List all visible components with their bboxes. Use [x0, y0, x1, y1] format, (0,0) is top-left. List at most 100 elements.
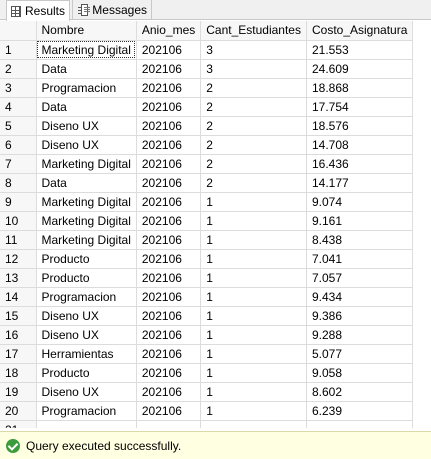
- row-number[interactable]: 10: [0, 211, 37, 231]
- table-row[interactable]: 20 Programacion 202106 1 6.239: [0, 401, 414, 421]
- cell-cant-estudiantes[interactable]: 1: [200, 211, 307, 231]
- cell-costo-asignatura[interactable]: 9.074: [306, 192, 414, 212]
- cell-costo-asignatura[interactable]: 14.177: [306, 173, 414, 193]
- cell-cant-estudiantes[interactable]: 2: [200, 116, 307, 136]
- table-row[interactable]: 18 Producto 202106 1 9.058: [0, 363, 414, 383]
- column-header-anio-mes[interactable]: Anio_mes: [136, 21, 202, 41]
- row-number[interactable]: 7: [0, 154, 37, 174]
- cell-cant-estudiantes[interactable]: 1: [200, 249, 307, 269]
- row-number[interactable]: 1: [0, 40, 37, 60]
- cell-nombre[interactable]: Producto: [36, 268, 137, 288]
- cell-costo-asignatura[interactable]: 9.386: [306, 306, 414, 326]
- cell-cant-estudiantes[interactable]: 2: [200, 154, 307, 174]
- cell-cant-estudiantes[interactable]: 2: [200, 135, 307, 155]
- cell-costo-asignatura[interactable]: 6.239: [306, 401, 414, 421]
- cell-nombre[interactable]: Diseno UX: [36, 382, 137, 402]
- cell-anio-mes[interactable]: 202106: [136, 363, 202, 383]
- cell-costo-asignatura[interactable]: 18.576: [306, 116, 414, 136]
- row-number[interactable]: 8: [0, 173, 37, 193]
- cell-cant-estudiantes[interactable]: 1: [200, 192, 307, 212]
- cell-cant-estudiantes[interactable]: 1: [200, 287, 307, 307]
- cell-cant-estudiantes[interactable]: 1: [200, 401, 307, 421]
- cell-anio-mes[interactable]: 202106: [136, 78, 202, 98]
- row-number-header[interactable]: [0, 21, 37, 41]
- table-row[interactable]: 14 Programacion 202106 1 9.434: [0, 287, 414, 307]
- cell-nombre[interactable]: Marketing Digital: [36, 192, 137, 212]
- table-row[interactable]: 10 Marketing Digital 202106 1 9.161: [0, 211, 414, 231]
- tab-messages[interactable]: Messages: [72, 0, 152, 20]
- table-row[interactable]: 16 Diseno UX 202106 1 9.288: [0, 325, 414, 345]
- cell-anio-mes[interactable]: 202106: [136, 344, 202, 364]
- cell-costo-asignatura[interactable]: 7.057: [306, 268, 414, 288]
- cell-anio-mes[interactable]: 202106: [136, 154, 202, 174]
- cell-anio-mes[interactable]: 202106: [136, 135, 202, 155]
- cell-anio-mes[interactable]: 202106: [136, 306, 202, 326]
- cell-nombre[interactable]: Diseno UX: [36, 116, 137, 136]
- cell-anio-mes[interactable]: 202106: [136, 116, 202, 136]
- cell-nombre[interactable]: Producto: [36, 249, 137, 269]
- row-number[interactable]: 14: [0, 287, 37, 307]
- cell-nombre[interactable]: Marketing Digital: [36, 230, 137, 250]
- cell-cant-estudiantes[interactable]: 1: [200, 325, 307, 345]
- cell-cant-estudiantes[interactable]: 2: [200, 173, 307, 193]
- cell-anio-mes[interactable]: 202106: [136, 249, 202, 269]
- cell-costo-asignatura[interactable]: 9.434: [306, 287, 414, 307]
- row-number[interactable]: 4: [0, 97, 37, 117]
- cell-cant-estudiantes[interactable]: 2: [200, 78, 307, 98]
- row-number[interactable]: 17: [0, 344, 37, 364]
- row-number[interactable]: 12: [0, 249, 37, 269]
- cell-costo-asignatura[interactable]: 9.058: [306, 363, 414, 383]
- cell-cant-estudiantes[interactable]: 1: [200, 230, 307, 250]
- cell-nombre[interactable]: Diseno UX: [36, 306, 137, 326]
- cell-cant-estudiantes[interactable]: [200, 420, 307, 428]
- column-header-costo-asignatura[interactable]: Costo_Asignatura: [306, 21, 414, 41]
- table-row[interactable]: 12 Producto 202106 1 7.041: [0, 249, 414, 269]
- cell-nombre[interactable]: Marketing Digital: [36, 211, 137, 231]
- table-row[interactable]: 6 Diseno UX 202106 2 14.708: [0, 135, 414, 155]
- table-row[interactable]: 4 Data 202106 2 17.754: [0, 97, 414, 117]
- row-number[interactable]: 15: [0, 306, 37, 326]
- cell-costo-asignatura[interactable]: 8.602: [306, 382, 414, 402]
- table-row[interactable]: 1 Marketing Digital 202106 3 21.553: [0, 40, 414, 60]
- cell-anio-mes[interactable]: 202106: [136, 59, 202, 79]
- table-row[interactable]: 5 Diseno UX 202106 2 18.576: [0, 116, 414, 136]
- row-number[interactable]: 20: [0, 401, 37, 421]
- cell-anio-mes[interactable]: 202106: [136, 325, 202, 345]
- cell-costo-asignatura[interactable]: 18.868: [306, 78, 414, 98]
- row-number[interactable]: 9: [0, 192, 37, 212]
- row-number[interactable]: 16: [0, 325, 37, 345]
- cell-nombre[interactable]: Programacion: [36, 401, 137, 421]
- cell-anio-mes[interactable]: 202106: [136, 173, 202, 193]
- table-row[interactable]: 15 Diseno UX 202106 1 9.386: [0, 306, 414, 326]
- cell-nombre[interactable]: Marketing Digital: [36, 40, 137, 60]
- cell-costo-asignatura[interactable]: 16.436: [306, 154, 414, 174]
- row-number[interactable]: 5: [0, 116, 37, 136]
- row-number[interactable]: 21: [0, 420, 37, 428]
- cell-nombre[interactable]: Programacion: [36, 78, 137, 98]
- cell-costo-asignatura[interactable]: 24.609: [306, 59, 414, 79]
- row-number[interactable]: 18: [0, 363, 37, 383]
- cell-costo-asignatura[interactable]: 21.553: [306, 40, 414, 60]
- cell-costo-asignatura[interactable]: 5.077: [306, 344, 414, 364]
- table-row[interactable]: 13 Producto 202106 1 7.057: [0, 268, 414, 288]
- cell-nombre[interactable]: Marketing Digital: [36, 154, 137, 174]
- cell-anio-mes[interactable]: [136, 420, 202, 428]
- table-row[interactable]: 8 Data 202106 2 14.177: [0, 173, 414, 193]
- cell-costo-asignatura[interactable]: 9.161: [306, 211, 414, 231]
- cell-nombre[interactable]: Herramientas: [36, 344, 137, 364]
- cell-nombre[interactable]: Diseno UX: [36, 325, 137, 345]
- cell-cant-estudiantes[interactable]: 1: [200, 382, 307, 402]
- column-header-cant-estudiantes[interactable]: Cant_Estudiantes: [200, 21, 307, 41]
- row-number[interactable]: 13: [0, 268, 37, 288]
- cell-nombre[interactable]: [36, 420, 137, 428]
- table-row[interactable]: 17 Herramientas 202106 1 5.077: [0, 344, 414, 364]
- cell-costo-asignatura[interactable]: 8.438: [306, 230, 414, 250]
- row-number[interactable]: 19: [0, 382, 37, 402]
- cell-anio-mes[interactable]: 202106: [136, 401, 202, 421]
- cell-cant-estudiantes[interactable]: 3: [200, 40, 307, 60]
- table-row[interactable]: 7 Marketing Digital 202106 2 16.436: [0, 154, 414, 174]
- row-number[interactable]: 11: [0, 230, 37, 250]
- cell-anio-mes[interactable]: 202106: [136, 268, 202, 288]
- cell-cant-estudiantes[interactable]: 1: [200, 363, 307, 383]
- cell-nombre[interactable]: Producto: [36, 363, 137, 383]
